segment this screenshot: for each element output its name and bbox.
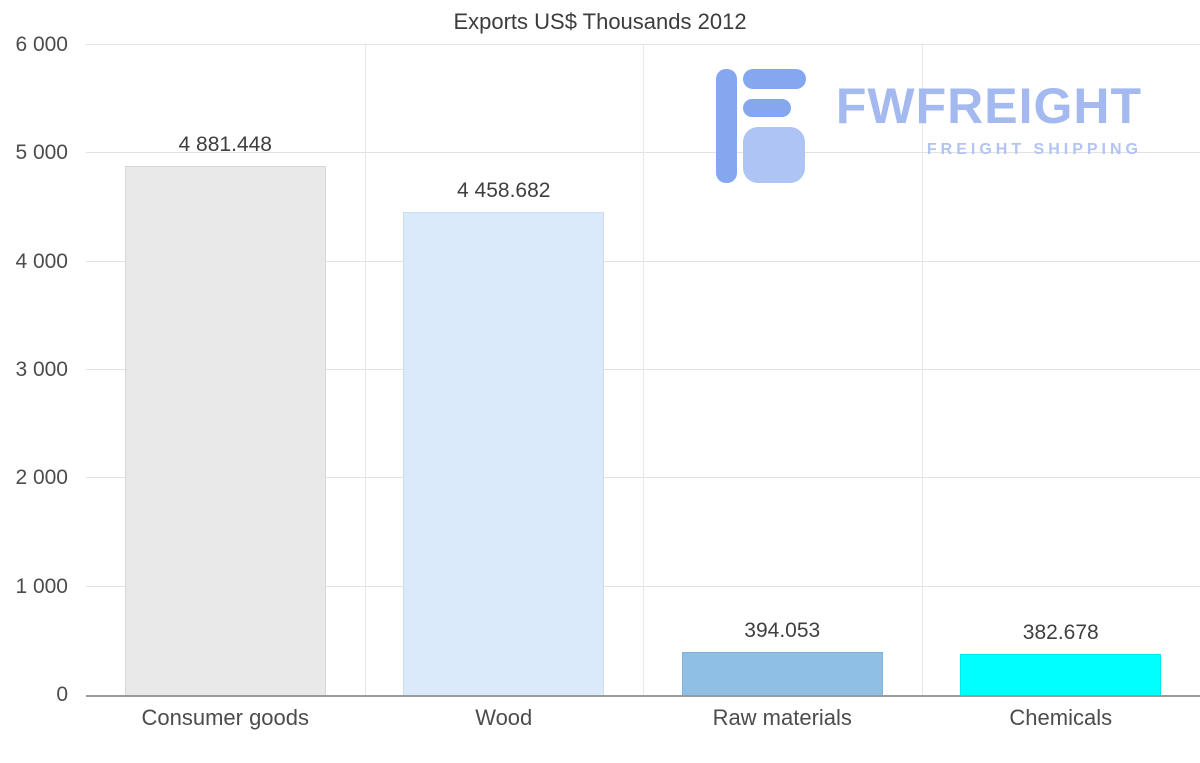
category-label-chemicals: Chemicals	[1009, 705, 1113, 730]
x-axis: Consumer goods Wood Raw materials Chemicals	[86, 705, 1200, 731]
category-separator	[643, 45, 644, 695]
bar-cell-wood: 4 458.682	[365, 45, 644, 695]
bar-cell-chemicals: 382.678	[922, 45, 1200, 695]
bar-value-label: 394.053	[744, 619, 821, 643]
y-tick-label: 4 000	[15, 249, 68, 273]
bar-cell-raw-materials: 394.053	[643, 45, 922, 695]
bar-value-label: 4 881.448	[178, 133, 272, 157]
y-tick-label: 2 000	[15, 466, 68, 490]
category-label-consumer-goods: Consumer goods	[141, 705, 310, 730]
y-tick-label: 0	[56, 683, 68, 706]
y-axis: 0 1 000 2 000 3 000 4 000 5 000 6 000	[0, 33, 78, 706]
bars-layer: 4 881.448 4 458.682 394.053 382.678	[86, 45, 1200, 695]
gridline	[86, 44, 1200, 45]
y-tick-label: 3 000	[15, 358, 68, 381]
chart-title: Exports US$ Thousands 2012	[453, 9, 747, 34]
bar-raw-materials	[681, 652, 883, 695]
bar-value-label: 382.678	[1022, 620, 1099, 644]
bar-cell-consumer-goods: 4 881.448	[86, 45, 365, 695]
bar-value-label: 4 458.682	[457, 178, 551, 202]
y-tick-label: 6 000	[15, 33, 68, 56]
category-label-wood: Wood	[475, 705, 533, 730]
category-separator	[364, 45, 366, 695]
bar-chemicals	[960, 653, 1161, 695]
y-tick-label: 5 000	[15, 141, 68, 165]
category-label-raw-materials: Raw materials	[712, 705, 852, 730]
bar-wood	[403, 211, 604, 695]
plot-area: FWFREIGHT FREIGHT SHIPPING 4 881.448 4 45…	[86, 44, 1200, 697]
bar-consumer-goods	[124, 166, 326, 695]
category-separator	[921, 45, 923, 695]
y-tick-label: 1 000	[15, 574, 68, 598]
